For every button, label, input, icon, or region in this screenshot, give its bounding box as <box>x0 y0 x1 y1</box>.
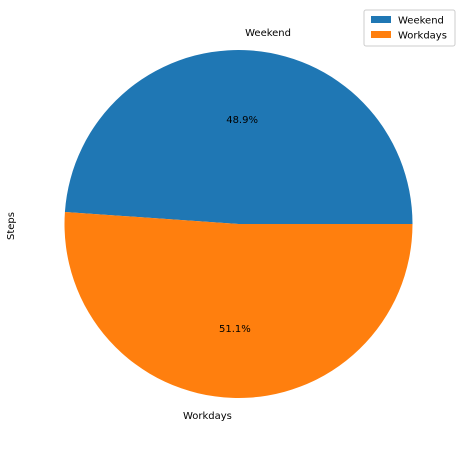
pie-labels: Weekend 48.9% Workdays 51.1% <box>183 28 291 422</box>
legend: Weekend Workdays <box>363 9 456 47</box>
slice-percent-workdays: 51.1% <box>219 324 251 335</box>
pie-slice-weekend <box>64 50 413 224</box>
y-axis-label: Steps <box>6 212 17 240</box>
slice-label-weekend: Weekend <box>245 28 291 39</box>
legend-label-workdays: Workdays <box>398 31 447 42</box>
pie-slices <box>64 50 413 399</box>
legend-swatch-workdays <box>371 31 391 38</box>
pie-slice-workdays <box>64 211 413 399</box>
slice-label-workdays: Workdays <box>183 411 232 422</box>
legend-label-weekend: Weekend <box>398 16 444 27</box>
legend-swatch-weekend <box>371 16 391 23</box>
slice-percent-weekend: 48.9% <box>226 115 258 126</box>
